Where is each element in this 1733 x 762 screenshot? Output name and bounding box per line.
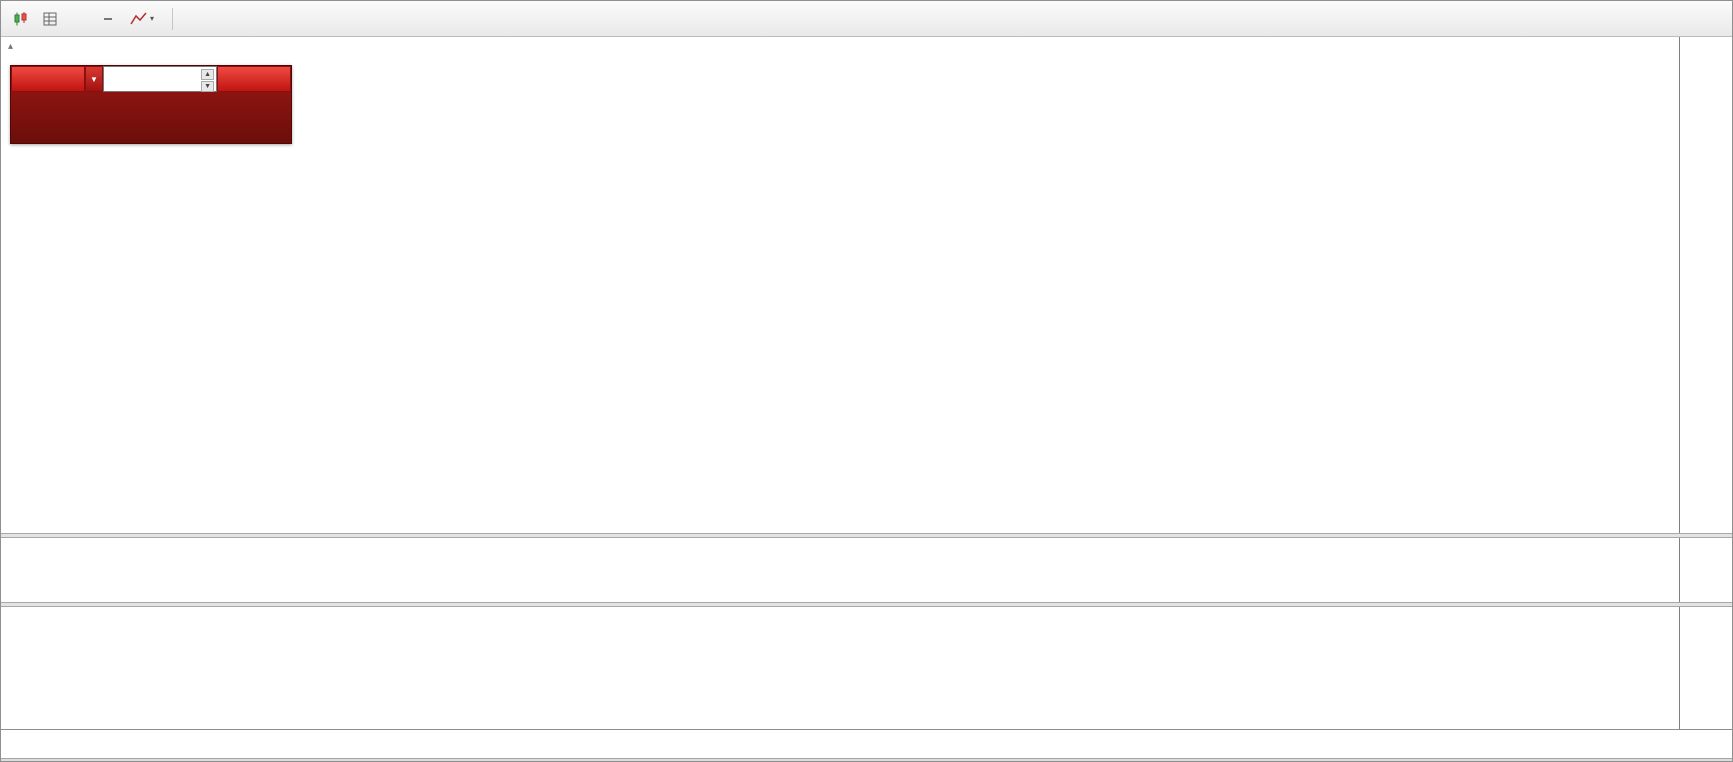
chevron-down-icon: ▾ <box>149 14 154 23</box>
volume-field[interactable]: ▲ ▼ <box>103 66 217 92</box>
price-axis[interactable] <box>1679 37 1732 729</box>
rsi-canvas <box>1 607 1679 729</box>
panel-splitter[interactable] <box>1 533 1732 538</box>
toolbar-separator <box>172 7 173 30</box>
trade-panel-collapse-icon[interactable]: ▴ <box>8 41 14 52</box>
zigzag-icon <box>130 12 147 24</box>
rsi-scale <box>1680 607 1732 729</box>
timeframe-mn-button[interactable] <box>472 7 507 31</box>
text-tool-button[interactable] <box>94 6 121 32</box>
font-tool-button[interactable] <box>65 6 92 32</box>
one-click-trading-panel: ▼ ▲ ▼ <box>10 65 292 144</box>
timeframe-d1-button[interactable] <box>400 7 435 31</box>
main-toolbar: ▾ <box>1 1 1732 37</box>
macd-indicator-panel[interactable] <box>1 538 1679 602</box>
timeframe-w1-button[interactable] <box>436 7 471 31</box>
time-axis[interactable] <box>1 729 1732 758</box>
timeframe-m15-button[interactable] <box>256 7 291 31</box>
price-chart[interactable]: ▴ ▼ ▲ ▼ <box>1 37 1679 533</box>
timeframe-m5-button[interactable] <box>220 7 255 31</box>
window-bottom-edge <box>1 758 1732 761</box>
timeframe-h4-button[interactable] <box>364 7 399 31</box>
timeframe-m30-button[interactable] <box>292 7 327 31</box>
chart-price-scale <box>1680 37 1732 533</box>
buy-button[interactable] <box>217 66 291 92</box>
timeframe-h1-button[interactable] <box>328 7 363 31</box>
panel-splitter[interactable] <box>1 602 1732 607</box>
rsi-indicator-panel[interactable] <box>1 607 1679 729</box>
volume-up-arrow[interactable]: ▲ <box>201 69 214 80</box>
chart-header: ▴ <box>8 41 29 52</box>
macd-scale <box>1680 538 1732 602</box>
text-tool-icon <box>103 17 112 20</box>
timeframe-m1-button[interactable] <box>184 7 219 31</box>
volume-spinner: ▲ ▼ <box>201 69 214 92</box>
macd-canvas <box>1 538 1679 602</box>
drawing-tool-button[interactable]: ▾ <box>123 6 161 32</box>
trade-options-dropdown[interactable]: ▼ <box>85 66 103 92</box>
volume-down-arrow[interactable]: ▼ <box>201 81 214 92</box>
chart-style-button[interactable] <box>7 6 34 32</box>
sell-button[interactable] <box>11 66 85 92</box>
grid-icon <box>43 12 56 25</box>
data-grid-button[interactable] <box>36 6 63 32</box>
timeframe-group <box>184 7 507 31</box>
candlestick-chart-icon <box>14 11 26 25</box>
